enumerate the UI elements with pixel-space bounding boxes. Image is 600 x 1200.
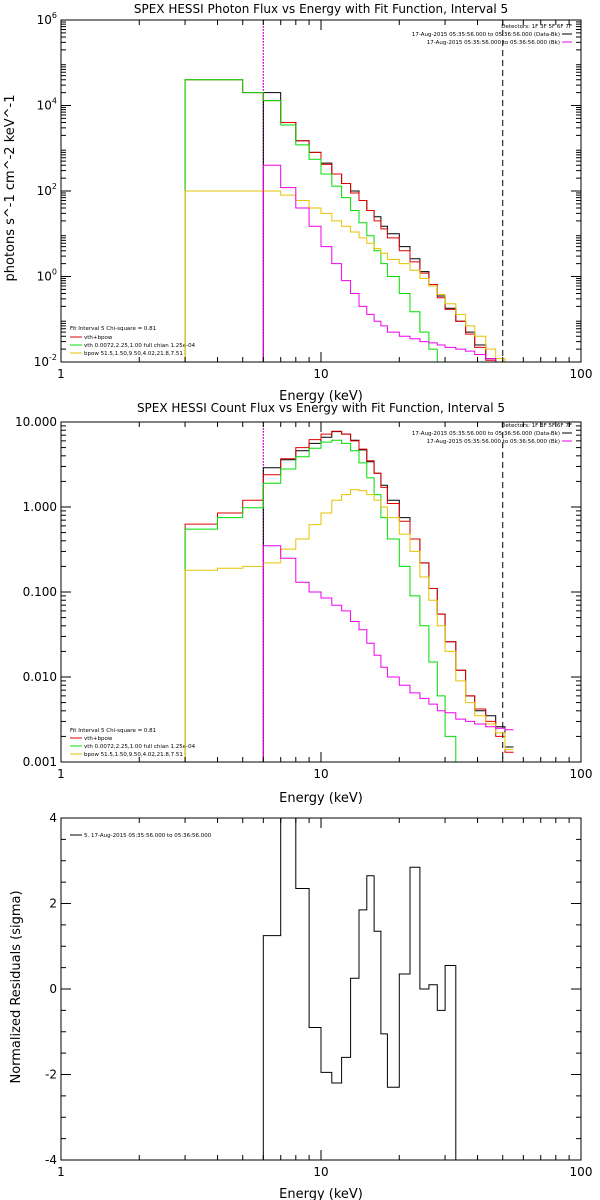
x-tick-label: 10 bbox=[313, 367, 328, 381]
x-tick-label: 10 bbox=[313, 1165, 328, 1179]
y-tick-label: 100 bbox=[37, 268, 57, 284]
x-tick-label: 1 bbox=[57, 1165, 65, 1179]
legend-vth-bpow: vth+bpow bbox=[84, 335, 113, 341]
fit-interval-label: Fit Interval 5 Chi-square = 0.81 bbox=[70, 326, 156, 332]
chart-title: SPEX HESSI Photon Flux vs Energy with Fi… bbox=[134, 2, 508, 16]
fit-interval-label: Fit Interval 5 Chi-square = 0.81 bbox=[70, 728, 156, 734]
y-tick-label: 0.001 bbox=[23, 755, 57, 769]
legend-vth: vth 0.0072,2.25,1.00 full chian 1.25e-04 bbox=[84, 343, 196, 349]
legend-interval: 5. 17-Aug-2015 05:35:56.000 to 05:36:56.… bbox=[84, 833, 212, 839]
detectors-label: Detectors: 1F 3F 5F 6F 7F bbox=[501, 423, 572, 429]
plot-area bbox=[184, 422, 514, 762]
y-axis-label: Normalized Residuals (sigma) bbox=[9, 890, 24, 1083]
legend-bpow: bpow 51.5,1.50,9.50,4.02,21.8,7.51 bbox=[84, 351, 183, 357]
y-tick-label: -2 bbox=[45, 1068, 57, 1082]
bk-time-label: 17-Aug-2015 05:35:56.000 to 05:36:56.000… bbox=[427, 40, 560, 46]
bk-time-label: 17-Aug-2015 05:35:56.000 to 05:36:56.000… bbox=[427, 439, 560, 445]
y-tick-label: 102 bbox=[37, 182, 57, 198]
y-axis-label: photons s^-1 cm^-2 keV^-1 bbox=[3, 94, 18, 281]
series-background bbox=[262, 164, 497, 362]
axes-frame bbox=[60, 817, 582, 1161]
legend-vth: vth 0.0072,2.25,1.00 full chian 1.25e-04 bbox=[84, 744, 196, 750]
x-tick-label: 1 bbox=[57, 367, 65, 381]
chart-title: SPEX HESSI Count Flux vs Energy with Fit… bbox=[137, 401, 505, 415]
x-axis-label: Energy (keV) bbox=[279, 791, 363, 806]
residuals-panel: Energy (keV) Normalized Residuals (sigma… bbox=[9, 811, 592, 1200]
series-bpow bbox=[184, 489, 514, 762]
series-data bbox=[262, 431, 514, 762]
photon-flux-panel: SPEX HESSI Photon Flux vs Energy with Fi… bbox=[3, 2, 592, 404]
series-vth-bpow bbox=[184, 79, 497, 362]
y-tick-label: -4 bbox=[45, 1153, 57, 1167]
series-bpow bbox=[184, 190, 506, 362]
y-tick-label: 0.010 bbox=[23, 670, 57, 684]
y-tick-label: 10-2 bbox=[34, 353, 57, 369]
x-tick-label: 1 bbox=[57, 767, 65, 781]
legend-bpow: bpow 51.5,1.50,9.50,4.02,21.8,7.51 bbox=[84, 752, 183, 758]
plot-area bbox=[262, 818, 467, 1160]
count-flux-panel: SPEX HESSI Count Flux vs Energy with Fit… bbox=[15, 401, 592, 806]
x-axis-label: Energy (keV) bbox=[279, 389, 363, 404]
y-tick-label: 1.000 bbox=[23, 500, 57, 514]
y-tick-label: 0.100 bbox=[23, 585, 57, 599]
x-tick-label: 100 bbox=[570, 1165, 593, 1179]
legend-vth-bpow: vth+bpow bbox=[84, 736, 113, 742]
plot-area bbox=[184, 20, 506, 362]
series-vth bbox=[184, 79, 438, 362]
series-vth bbox=[184, 439, 457, 762]
y-tick-label: 10.000 bbox=[15, 415, 57, 429]
data-time-label: 17-Aug-2015 05:35:56.000 to 05:36:56.000… bbox=[412, 32, 560, 38]
y-tick-label: 4 bbox=[49, 811, 57, 825]
data-time-label: 17-Aug-2015 05:35:56.000 to 05:36:56.000… bbox=[412, 431, 560, 437]
x-tick-label: 100 bbox=[570, 767, 593, 781]
y-tick-label: 0 bbox=[49, 982, 57, 996]
x-tick-label: 10 bbox=[313, 767, 328, 781]
series-5-17-aug-2015-05-35-56-000-to-05-36-56-000 bbox=[262, 818, 467, 1160]
series-background bbox=[262, 545, 514, 762]
detectors-label: Detectors: 1F 3F 5F 6F 7F bbox=[501, 24, 572, 30]
y-tick-label: 2 bbox=[49, 897, 57, 911]
series-vth-bpow bbox=[184, 430, 514, 762]
y-tick-label: 106 bbox=[37, 11, 57, 27]
y-tick-label: 104 bbox=[37, 97, 57, 113]
series-data bbox=[262, 92, 497, 362]
x-axis-label: Energy (keV) bbox=[279, 1187, 363, 1200]
x-tick-label: 100 bbox=[570, 367, 593, 381]
